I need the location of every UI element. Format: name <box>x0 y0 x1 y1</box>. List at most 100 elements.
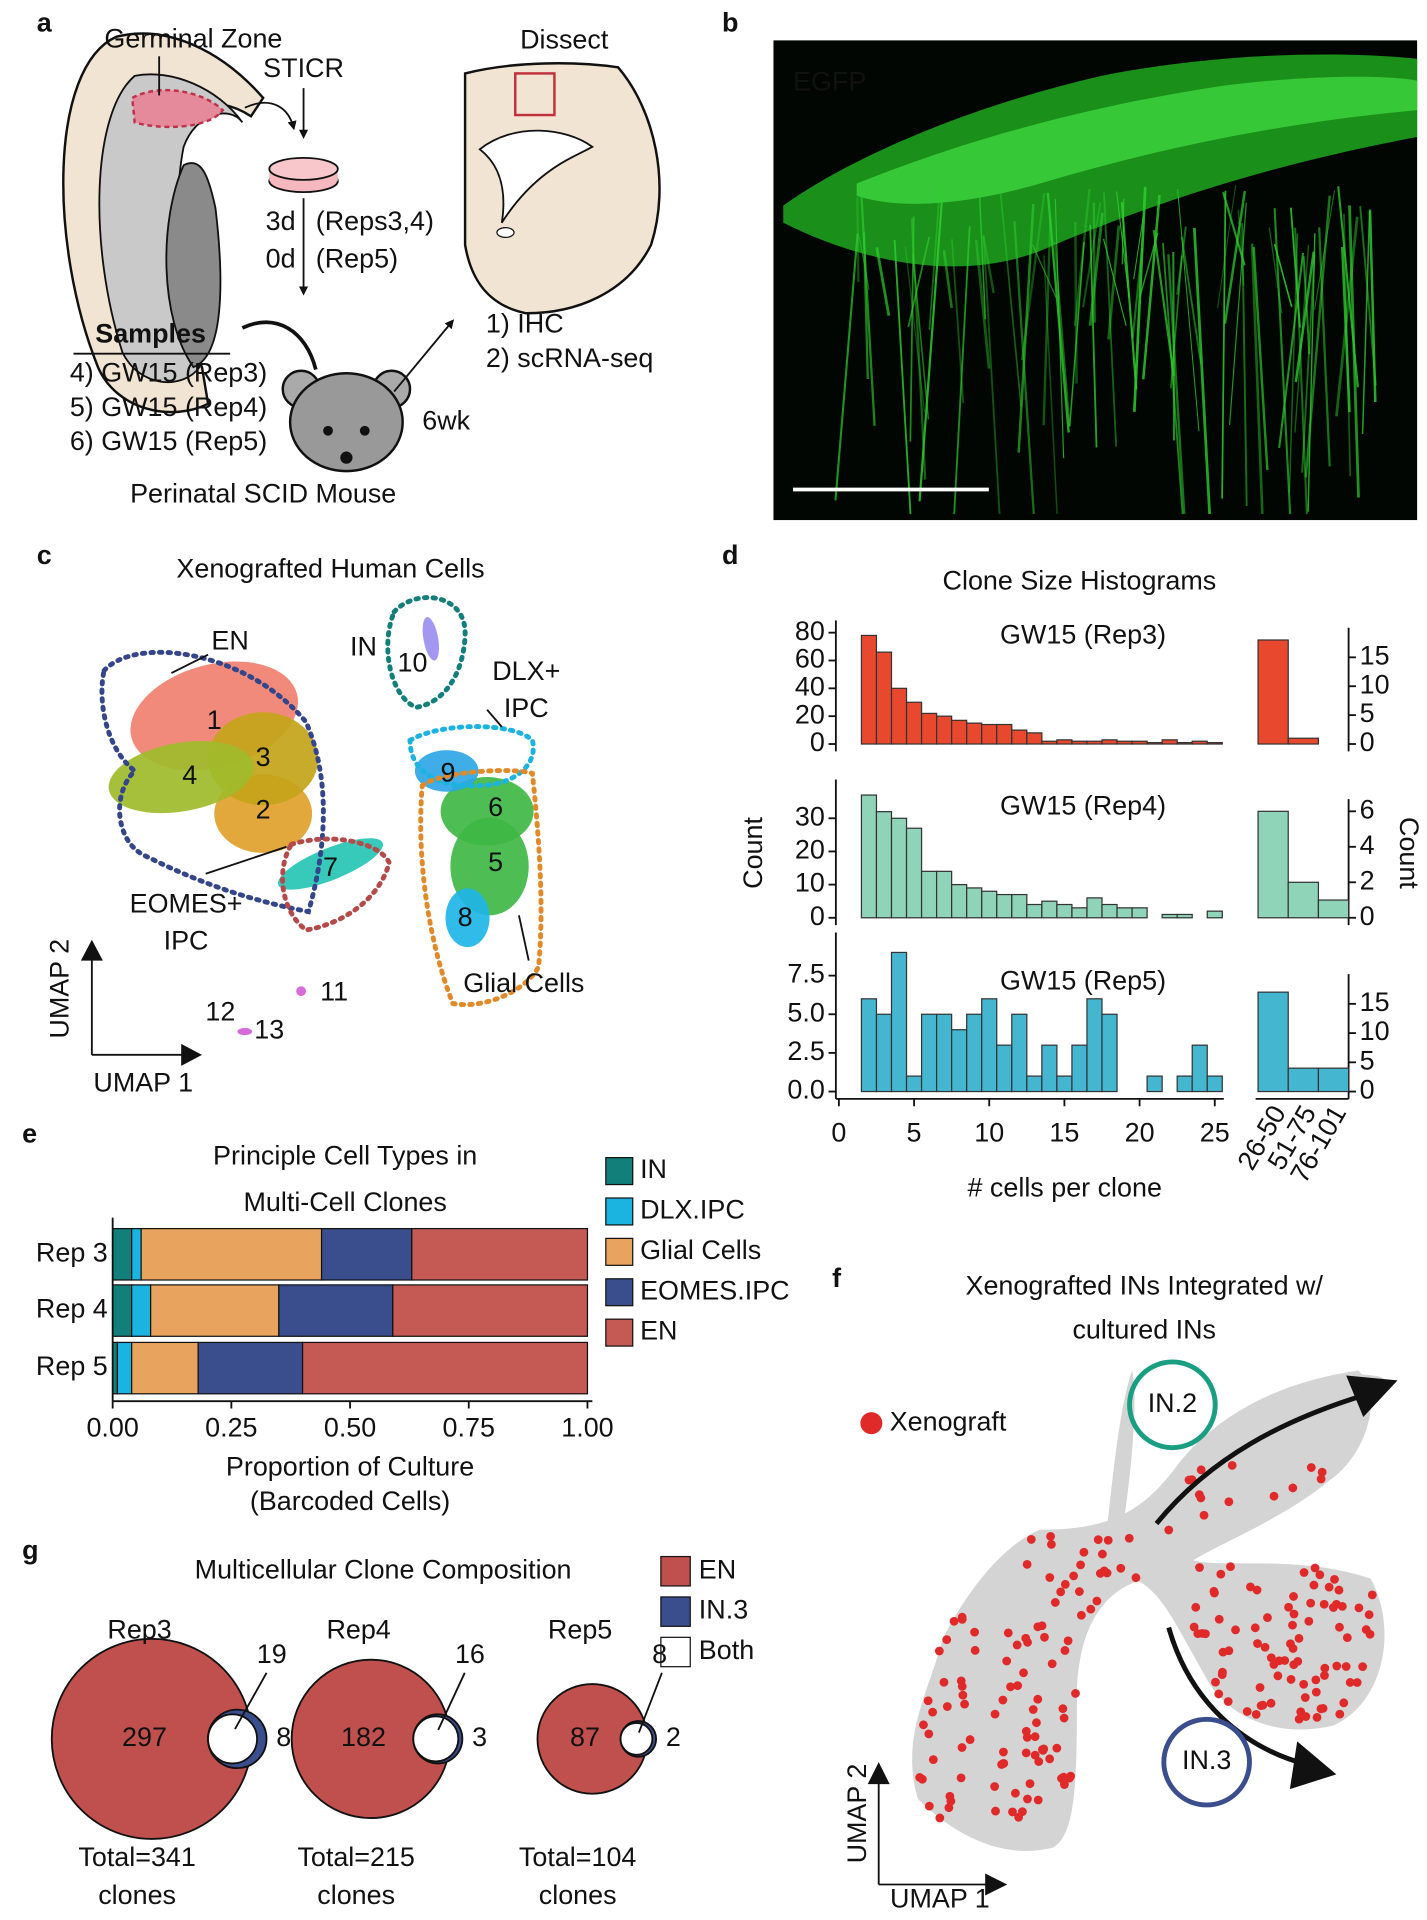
bar <box>981 723 998 745</box>
arrowhead <box>867 1762 1008 1896</box>
legend-swatch <box>605 1278 634 1307</box>
arrow <box>393 319 455 393</box>
label: 3d <box>266 206 296 236</box>
egfp-fiber <box>1335 216 1359 417</box>
xenograft-cell <box>919 1720 928 1730</box>
ganglionic-eminence <box>165 162 222 369</box>
bar <box>905 1075 923 1093</box>
bar <box>1257 639 1289 745</box>
bar-segment <box>140 1227 323 1281</box>
xenograft-cell <box>999 1747 1008 1757</box>
label: Perinatal SCID Mouse <box>130 479 396 509</box>
y-tick-label: 0.0 <box>787 1075 824 1105</box>
legend-label: IN.3 <box>699 1595 748 1625</box>
egfp-fiber <box>1250 243 1264 515</box>
bar <box>875 1013 893 1093</box>
legend-swatch <box>660 1636 691 1668</box>
umap-axes <box>877 1771 998 1886</box>
label: 4) GW15 (Rep3) <box>70 358 267 388</box>
xenograft-cell <box>1224 1497 1234 1507</box>
xenograft-cell <box>1023 1637 1032 1647</box>
bar <box>951 1029 968 1093</box>
x-tick-label: 25 <box>1200 1117 1230 1147</box>
y-tick-label: 2 <box>1360 865 1375 895</box>
xenograft-cell <box>1339 1698 1349 1708</box>
bar-segment <box>131 1227 142 1281</box>
total-label: Total=341 <box>78 1842 195 1872</box>
egfp-fiber <box>1074 221 1078 384</box>
xenograft-cell <box>1312 1712 1322 1722</box>
category-label: Rep4 <box>326 1614 390 1644</box>
xenograft-cell <box>1341 1662 1351 1671</box>
bar <box>1317 1067 1350 1093</box>
cluster-label: 3 <box>256 742 271 772</box>
egfp-fiber <box>1222 191 1246 266</box>
xenograft-cell <box>1058 1704 1068 1714</box>
bar <box>981 998 998 1093</box>
bar <box>1086 897 1103 919</box>
both-region <box>412 1715 460 1763</box>
cluster-cells <box>237 1027 253 1036</box>
egfp-fiber <box>1017 204 1035 453</box>
value-label: 19 <box>257 1639 287 1669</box>
xenograft-cell <box>946 1796 956 1806</box>
xenograft-cell <box>1306 1463 1316 1472</box>
value-label: 3 <box>472 1722 487 1752</box>
bar <box>1116 907 1133 919</box>
total-label: Total=215 <box>297 1842 414 1872</box>
xenograft-cell <box>1025 1779 1035 1789</box>
bar <box>1206 742 1223 745</box>
cluster-outline <box>385 595 468 710</box>
xenograft-cell <box>939 1677 949 1687</box>
bar <box>935 1013 953 1093</box>
bar <box>1026 903 1043 919</box>
egfp-fiber <box>1341 246 1351 413</box>
cluster-label: 12 <box>205 996 235 1026</box>
xenograft-cell <box>949 1616 959 1626</box>
bar <box>1161 913 1178 919</box>
xenograft-cell <box>1059 1713 1069 1723</box>
x-tick-label: 0.50 <box>324 1412 376 1442</box>
bar <box>1176 913 1193 919</box>
xenograft-cell <box>956 1676 966 1686</box>
xenograft-cell <box>1316 1474 1326 1484</box>
bar <box>1056 1075 1073 1093</box>
bar <box>860 634 878 745</box>
xenograft-cell <box>1223 1697 1233 1706</box>
legend-swatch <box>605 1237 634 1266</box>
bar-segment <box>131 1341 199 1395</box>
xenograft-cell <box>1300 1693 1310 1702</box>
bar <box>875 651 893 745</box>
egfp-fiber <box>893 239 912 515</box>
egfp-fiber <box>910 218 927 480</box>
arrowhead <box>80 939 202 1066</box>
xenograft-cell <box>1199 1510 1209 1520</box>
label: 1) IHC <box>486 309 564 339</box>
xenograft-cell <box>1286 1675 1296 1684</box>
cluster-label: 5 <box>488 847 503 877</box>
xenograft-cell <box>1034 1757 1044 1766</box>
xenograft-cell <box>1045 1754 1055 1764</box>
y-tick-label: 20 <box>795 835 825 865</box>
egfp-fiber <box>1043 255 1058 514</box>
xenograft-cell <box>1263 1613 1272 1622</box>
bar <box>1116 740 1133 745</box>
xenograft-cell <box>1076 1560 1085 1570</box>
xenograft-cell <box>1335 1622 1344 1632</box>
xenograft-cell <box>1273 1671 1283 1681</box>
xenograft-cell <box>1008 1807 1017 1817</box>
bar <box>951 884 968 919</box>
panel-letter: b <box>722 8 738 38</box>
x-tick-label: 0.25 <box>205 1412 257 1442</box>
xenograft-cell <box>1030 1732 1040 1742</box>
label: 6) GW15 (Rep5) <box>70 426 267 456</box>
xenograft-cell <box>1012 1640 1022 1650</box>
state-label: IN.3 <box>1182 1745 1231 1775</box>
xenograft-cell <box>970 1645 980 1655</box>
mouse-eye <box>323 425 333 436</box>
egfp-fiber <box>1054 198 1065 459</box>
y-tick-label: 10 <box>1360 1016 1390 1046</box>
bar-segment <box>278 1284 394 1337</box>
x-tick-label: 1.00 <box>561 1412 613 1442</box>
bar <box>1287 1067 1320 1093</box>
